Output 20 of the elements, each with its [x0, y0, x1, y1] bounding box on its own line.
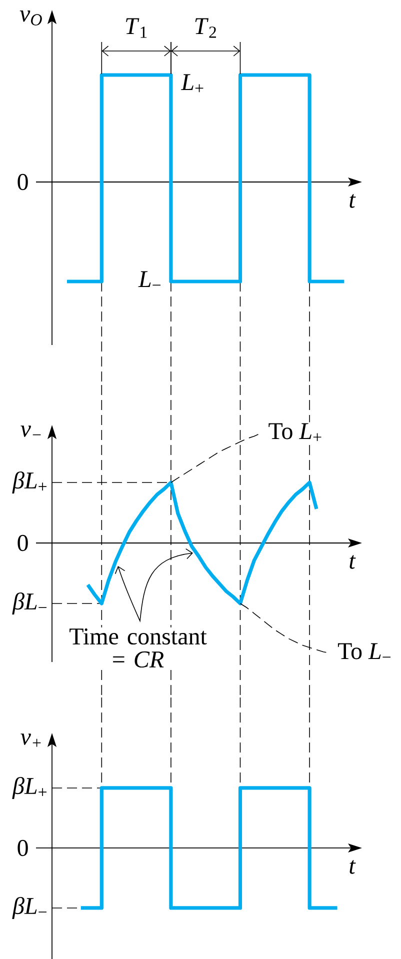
x-axis-title: t [350, 860, 356, 874]
x-axis-title: t [350, 194, 356, 208]
y-axis-title: v$_{+}$ [20, 734, 41, 747]
ref-line-label: βL$_{−}$ [12, 896, 46, 919]
annotation: L$_{−}$ [138, 271, 160, 287]
x-axis-title: t [350, 555, 356, 569]
annotation: Time constant = CR [70, 628, 207, 668]
y-axis-title: v$_{O}$ [20, 10, 42, 26]
series-label: To L$_{−}$ [338, 643, 391, 660]
ref-line-label: βL$_{−}$ [12, 592, 46, 614]
annotation: L$_{+}$ [180, 74, 204, 92]
text: 0 [18, 840, 28, 856]
text: T$_{2}$ [195, 18, 216, 38]
ref-line-label: βL$_{+}$ [12, 472, 46, 494]
text: 0 [18, 534, 28, 552]
y-axis-title: v$_{−}$ [20, 426, 41, 437]
text: T$_{1}$ [126, 18, 147, 38]
text: 0 [18, 174, 28, 190]
ref-line-label: βL$_{+}$ [12, 776, 46, 799]
series-label: To L$_{+}$ [268, 423, 322, 442]
